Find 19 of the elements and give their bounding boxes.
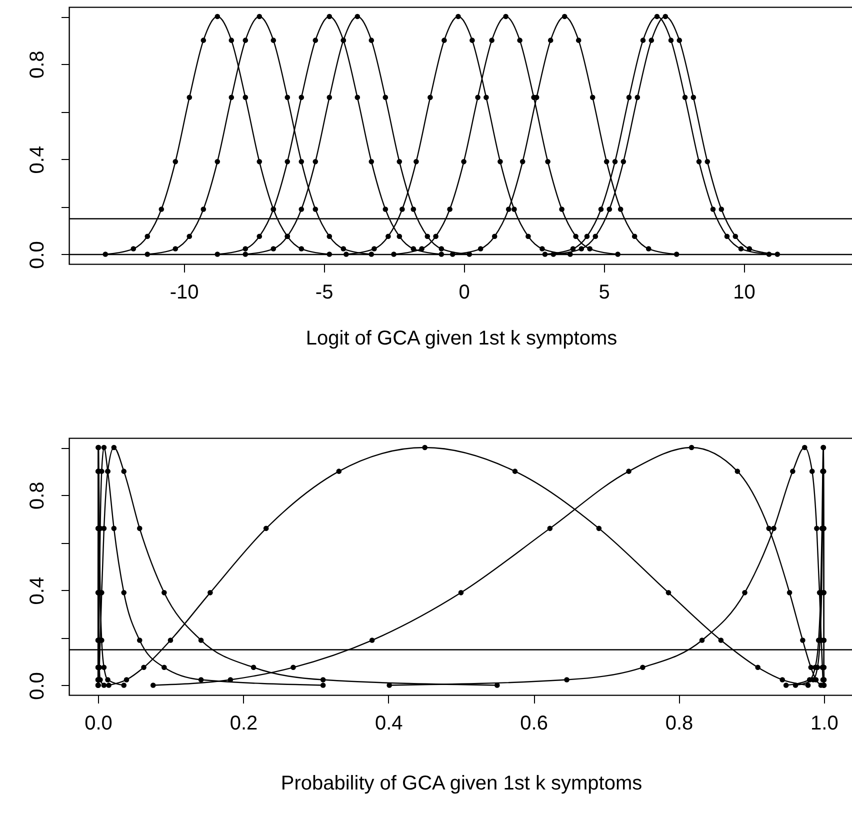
x-tick-label: -10 <box>170 282 199 304</box>
x-tick-label: 0.4 <box>375 712 403 734</box>
x-tick-label: 0.8 <box>665 712 694 734</box>
y-tick-label: 0.0 <box>26 241 48 269</box>
y-tick-label: 0.0 <box>26 672 48 700</box>
x-axis-title: Logit of GCA given 1st k symptoms <box>306 328 618 350</box>
x-tick-label: 0.2 <box>230 712 258 734</box>
x-axis-title: Probability of GCA given 1st k symptoms <box>280 772 642 794</box>
y-tick-label: 0.4 <box>26 576 48 605</box>
x-tick-label: 0 <box>458 282 470 304</box>
y-tick-label: 0.8 <box>26 50 48 79</box>
x-tick-label: -5 <box>315 282 334 304</box>
x-tick-label: 0.0 <box>84 712 112 734</box>
x-tick-label: 10 <box>733 282 756 304</box>
y-tick-label: 0.4 <box>26 146 48 174</box>
x-tick-label: 1.0 <box>810 712 838 734</box>
x-tick-label: 5 <box>598 282 610 304</box>
x-tick-label: 0.6 <box>520 712 548 734</box>
y-tick-label: 0.8 <box>26 482 48 510</box>
